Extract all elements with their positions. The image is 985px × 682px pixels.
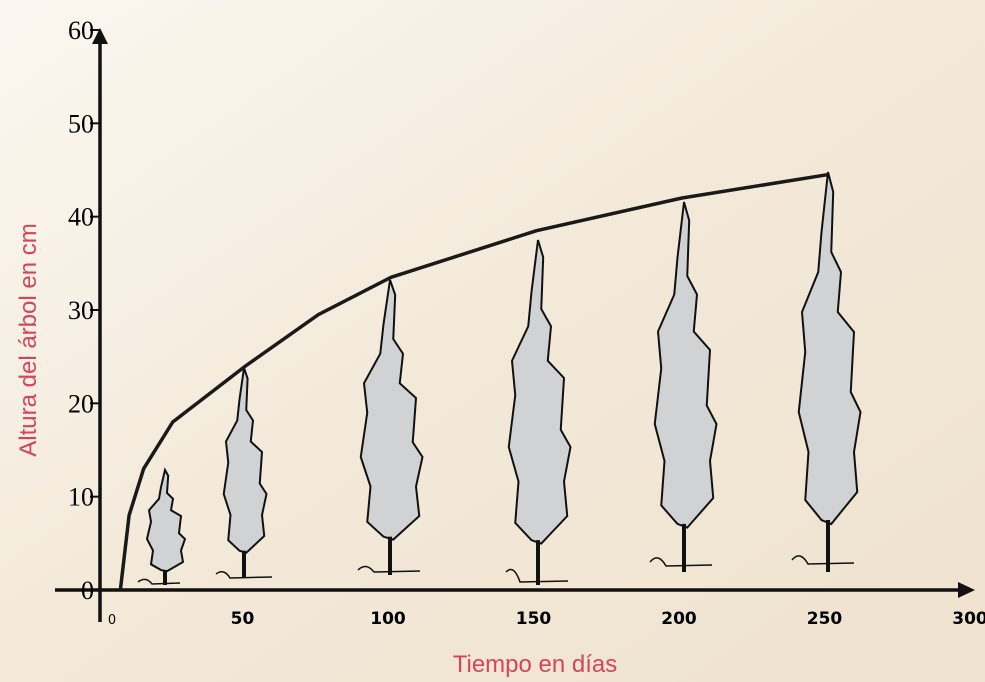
y-tick-label: 10 <box>68 483 94 512</box>
y-tick-label: 60 <box>68 16 94 45</box>
y-tick-label: 50 <box>68 109 94 138</box>
y-tick-label: 0 <box>81 576 94 605</box>
axes <box>55 42 958 622</box>
y-tick-label: 40 <box>68 203 94 232</box>
y-tick-label: 20 <box>68 389 94 418</box>
tree-illustrations <box>138 172 861 585</box>
x-tick-label: 200 <box>661 609 697 629</box>
x-tick-label: 100 <box>370 609 406 629</box>
growth-curve <box>118 172 828 591</box>
y-axis-label: Altura del árbol en cm <box>15 223 42 456</box>
x-axis-label: Tiempo en días <box>453 651 618 678</box>
y-tick-label: 30 <box>68 296 94 325</box>
x-tick-label: 250 <box>807 609 843 629</box>
x-tick-label: 0 <box>108 613 116 628</box>
x-tick-label: 300 <box>952 609 985 629</box>
x-tick-label: 50 <box>231 609 255 629</box>
x-tick-label: 150 <box>516 609 552 629</box>
